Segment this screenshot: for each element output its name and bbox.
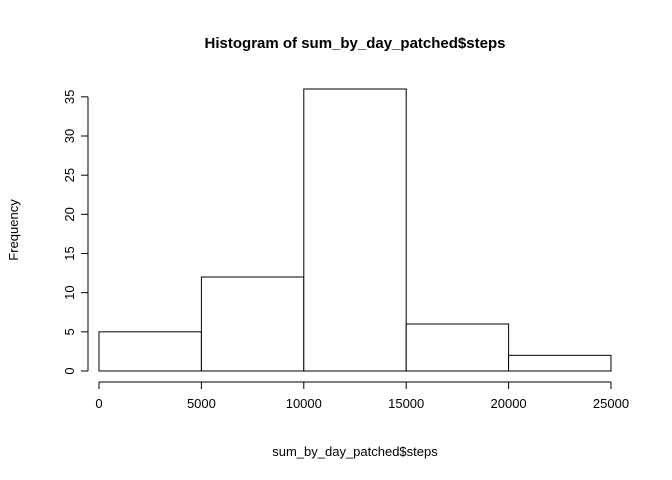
x-tick-label-5: 25000 bbox=[593, 396, 629, 411]
y-tick-label-2: 10 bbox=[62, 285, 77, 299]
y-tick-label-4: 20 bbox=[62, 207, 77, 221]
y-axis-label: Frequency bbox=[6, 199, 21, 261]
chart-title: Histogram of sum_by_day_patched$steps bbox=[205, 35, 506, 52]
histogram-bar-3 bbox=[405, 323, 510, 372]
bars-group bbox=[98, 88, 612, 372]
histogram-bar-2 bbox=[303, 88, 407, 372]
x-tick-label-3: 15000 bbox=[388, 396, 424, 411]
x-axis: 0 5000 10000 15000 20000 25000 bbox=[95, 381, 629, 411]
histogram-bar-1 bbox=[200, 276, 305, 372]
y-tick-label-5: 25 bbox=[62, 168, 77, 182]
y-tick-label-1: 5 bbox=[62, 328, 77, 335]
x-tick-label-0: 0 bbox=[95, 396, 102, 411]
y-tick-label-7: 35 bbox=[62, 90, 77, 104]
x-axis-label: sum_by_day_patched$steps bbox=[272, 444, 438, 459]
x-tick-label-4: 20000 bbox=[491, 396, 527, 411]
y-tick-label-3: 15 bbox=[62, 246, 77, 260]
y-tick-label-6: 30 bbox=[62, 129, 77, 143]
x-tick-label-1: 5000 bbox=[187, 396, 216, 411]
y-axis: 0 5 10 15 20 25 30 35 bbox=[62, 90, 89, 375]
y-tick-label-0: 0 bbox=[62, 367, 77, 374]
x-tick-label-2: 10000 bbox=[286, 396, 322, 411]
histogram-bar-4 bbox=[508, 354, 612, 372]
histogram-bar-0 bbox=[98, 331, 202, 372]
